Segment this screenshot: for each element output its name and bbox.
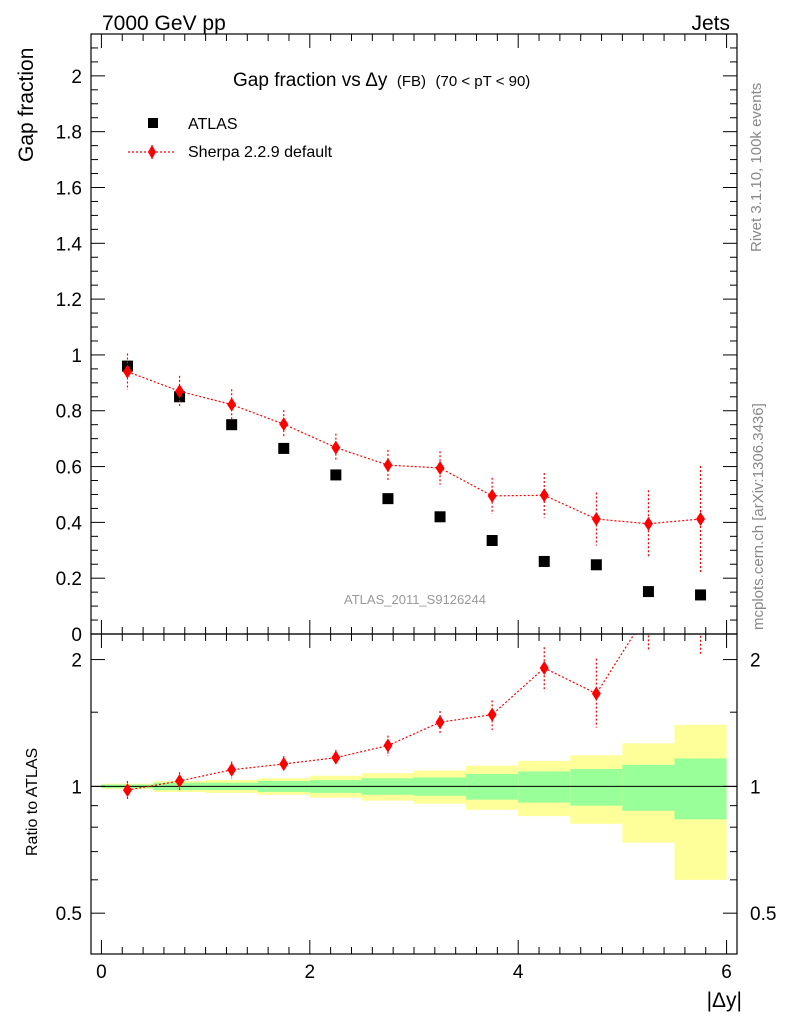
sherpa-point (643, 516, 653, 531)
chart-title: Gap fraction vs Δy (FB) (70 < pT < 90) (233, 70, 530, 91)
atlas-point (695, 589, 707, 601)
xtick-label: 0 (96, 962, 107, 983)
legend-label-atlas: ATLAS (188, 116, 238, 133)
process-label: Jets (691, 12, 730, 35)
legend: ATLAS Sherpa 2.2.9 default (128, 116, 333, 161)
ratio-clipped (122, 605, 702, 800)
ratio-ytick-label: 0.5 (56, 904, 82, 925)
ratio-ytick-label-right: 0.5 (750, 904, 776, 925)
main-ytick-label: 0.8 (56, 402, 82, 423)
main-watermark: ATLAS_2011_S9126244 (344, 592, 486, 607)
stat-uncertainty-band (570, 768, 623, 806)
xtick-label: 6 (721, 962, 732, 983)
atlas-point (278, 442, 290, 454)
atlas-point (382, 493, 394, 505)
main-ylabel: Gap fraction (15, 48, 38, 162)
ratio-panel: 0.5 0.5 1 1 2 2 0 2 4 6 Ratio to ATLAS |Δy| (24, 34, 776, 1012)
sherpa-point (435, 460, 445, 475)
ratio-ytick-label: 2 (71, 651, 82, 672)
main-ytick-label: 1 (71, 346, 82, 367)
atlas-point (486, 535, 498, 547)
title-fb: (FB) (397, 73, 426, 90)
ratio-sherpa-point (227, 762, 237, 777)
sherpa-point (331, 440, 341, 455)
main-ytick-label: 0 (71, 625, 82, 646)
main-ytick-label: 1.8 (56, 123, 82, 144)
atlas-point (642, 586, 654, 598)
legend-marker-sherpa (148, 145, 156, 159)
main-panel: ATLAS_2011_S9126244 0 0.2 0.4 0.6 0.8 1 1.2 1.4… (15, 33, 738, 646)
main-ytick-label: 0.4 (56, 513, 83, 534)
ratio-sherpa-point (331, 750, 341, 765)
stat-uncertainty-band (622, 764, 675, 811)
atlas-point (434, 511, 446, 523)
ratio-sherpa-point (539, 660, 549, 675)
sherpa-point (487, 488, 497, 503)
ratio-sherpa-point (175, 773, 185, 788)
ratio-ytick-label: 1 (71, 777, 82, 798)
main-ytick-label: 1.2 (56, 290, 82, 311)
ratio-sherpa-point (644, 605, 653, 619)
sherpa-point (175, 384, 185, 399)
main-ytick-label: 1.4 (56, 234, 83, 255)
atlas-point (330, 469, 342, 481)
sherpa-point (591, 512, 601, 527)
atlas-point (226, 419, 238, 431)
atlas-point (590, 559, 602, 571)
legend-marker-atlas (148, 118, 158, 128)
atlas-point (538, 555, 550, 567)
sherpa-point (383, 458, 393, 473)
sherpa-point (539, 488, 549, 503)
legend-label-sherpa: Sherpa 2.2.9 default (188, 144, 333, 161)
ratio-ytick-label-right: 1 (750, 777, 761, 798)
ratio-ylabel: Ratio to ATLAS (24, 748, 41, 856)
main-ytick-label: 2 (71, 67, 82, 88)
xtick-label: 2 (305, 962, 316, 983)
ratio-sherpa-line (127, 634, 635, 791)
ratio-sherpa-point (487, 707, 497, 722)
main-ytick-label: 0.2 (56, 569, 82, 590)
main-ytick-label: 1.6 (56, 178, 82, 199)
energy-label: 7000 GeV pp (102, 12, 226, 35)
main-ytick-label: 0.6 (56, 458, 82, 479)
x-axis-label: |Δy| (707, 989, 742, 1012)
sherpa-point (696, 512, 706, 527)
title-range: (70 < pT < 90) (436, 73, 531, 90)
stat-uncertainty-band (518, 771, 571, 803)
title-delta: Δy (365, 70, 388, 91)
ratio-sherpa-point (122, 783, 132, 798)
sherpa-point (227, 397, 237, 412)
ratio-sherpa-point (279, 757, 289, 772)
ratio-ytick-label-right: 2 (750, 651, 761, 672)
rivet-label: Rivet 3.1.10, 100k events (748, 83, 765, 252)
ratio-sherpa-point (383, 738, 393, 753)
ratio-sherpa-point (591, 686, 601, 701)
stat-uncertainty-band (674, 758, 727, 820)
title-main: Gap fraction vs (233, 70, 361, 91)
sherpa-point (122, 364, 132, 379)
xtick-label: 4 (513, 962, 524, 983)
ratio-sherpa-point (435, 715, 445, 730)
sherpa-point (279, 417, 289, 432)
mcplots-label: mcplots.cern.ch [arXiv:1306.3436] (750, 403, 767, 630)
sherpa-line (127, 371, 701, 525)
